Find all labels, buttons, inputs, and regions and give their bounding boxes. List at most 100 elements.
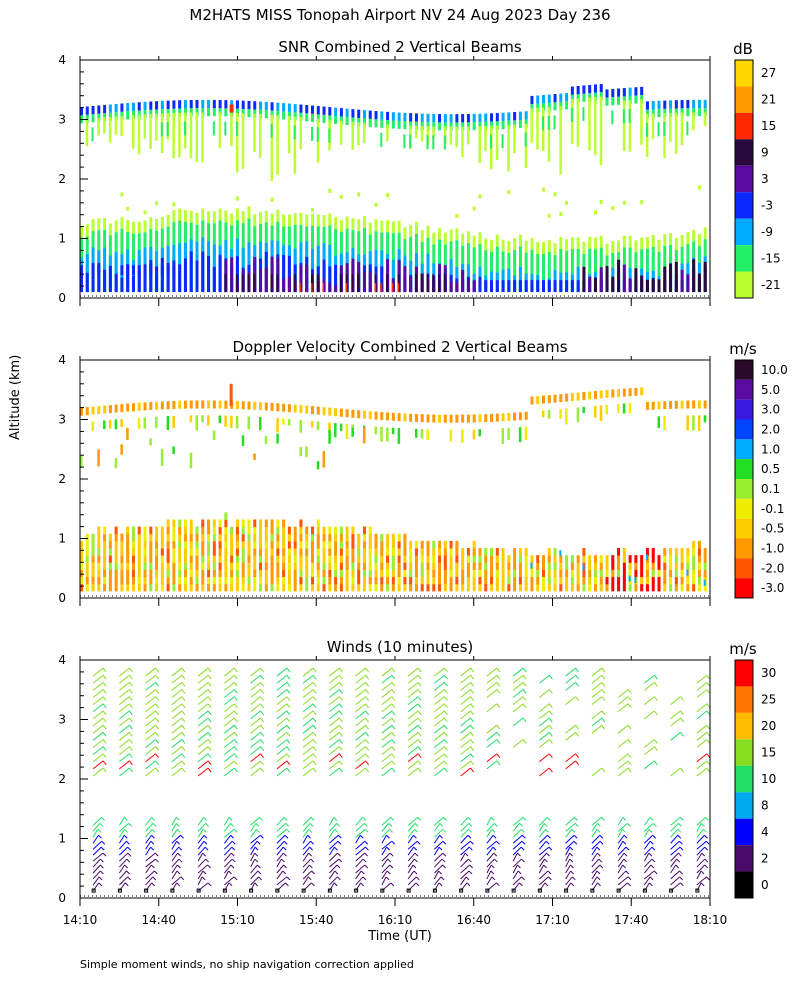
wind-barb [486,846,494,856]
wind-barb [486,870,492,880]
snr-cell [420,121,424,130]
wind-barb [181,746,186,751]
snr-cell [316,106,320,115]
doppler-cell [316,548,320,556]
doppler-cell [178,548,182,556]
wind-barb [539,724,550,734]
wind-barb [539,674,550,684]
snr-cell [466,126,470,145]
snr-cell [432,274,435,293]
doppler-cell [605,390,609,399]
wind-barb [389,864,394,869]
wind-barb [202,828,207,833]
snr-cell [513,124,516,154]
wind-barb [388,823,393,827]
doppler-cell [622,583,626,592]
doppler-cell [420,548,424,556]
wind-barb [181,732,186,737]
snr-cell [201,112,204,163]
snr-cell [461,122,465,131]
snr-cell [270,123,273,138]
snr-cell [253,109,257,118]
doppler-cell [120,569,124,578]
snr-cell [328,107,332,116]
colorbar-1-label: 3.0 [761,403,780,417]
doppler-cell [599,576,603,585]
snr-cell [622,109,625,124]
doppler-cell [362,410,366,419]
snr-cell [270,274,273,293]
doppler-cell [230,555,234,563]
colorbar-0-swatch [735,192,753,219]
doppler-cell [241,435,245,446]
wind-barb [623,834,628,839]
wind-barb [696,681,708,691]
wind-barb [224,667,235,677]
snr-cell [311,213,314,226]
wind-barb [92,746,104,755]
doppler-cell [189,400,193,409]
snr-cell [640,237,644,250]
doppler-cell [663,548,667,556]
doppler-cell [247,583,251,592]
calm-marker [511,888,516,893]
snr-cell [576,266,580,293]
wind-barb [364,823,368,827]
wind-barb [438,870,442,875]
snr-cell [276,102,280,112]
wind-barb [102,667,107,673]
wind-barb [302,746,314,755]
doppler-cell [166,548,170,556]
wind-barb [670,710,681,720]
wind-barb [203,834,208,839]
wind-barb [233,746,238,751]
doppler-cell [183,569,187,578]
doppler-cell [530,562,533,569]
doppler-cell [622,569,626,578]
doppler-cell [674,548,678,556]
snr-cell [189,251,193,293]
wind-barb [285,823,290,827]
doppler-cell [247,526,251,535]
wind-barb [381,674,393,684]
doppler-cell [137,526,141,535]
wind-barb [696,724,708,734]
wind-barb [434,840,444,850]
doppler-cell [559,569,563,578]
wind-barb [443,817,447,821]
wind-barb [460,876,467,886]
wind-barb [260,739,265,744]
wind-barb [151,882,156,887]
snr-cell [334,107,338,116]
doppler-cell [345,555,349,563]
wind-barb [328,846,335,856]
wind-barb [696,876,707,886]
wind-barb [255,823,260,827]
snr-cell [570,280,574,293]
wind-barb [417,746,422,751]
doppler-cell [201,569,205,578]
wind-barb [617,696,629,706]
wind-barb [591,696,603,706]
wind-barb [155,753,160,759]
wind-barb [575,760,580,766]
doppler-cell [253,526,257,535]
wind-barb [329,876,338,886]
doppler-cell [339,576,343,585]
doppler-cell [513,576,517,585]
doppler-cell [686,562,690,570]
wind-barb [233,710,238,716]
wind-barb [486,834,494,844]
doppler-cell [466,562,470,570]
snr-cell [241,100,245,110]
snr-cell [703,227,707,240]
snr-cell [264,110,268,119]
wind-barb [302,674,314,684]
doppler-cell [645,548,649,556]
snr-cell [235,108,239,117]
wind-barb [207,717,212,723]
snr-cell [386,274,389,293]
snr-cell [484,121,488,130]
doppler-cell [565,569,569,578]
doppler-cell [663,569,667,578]
